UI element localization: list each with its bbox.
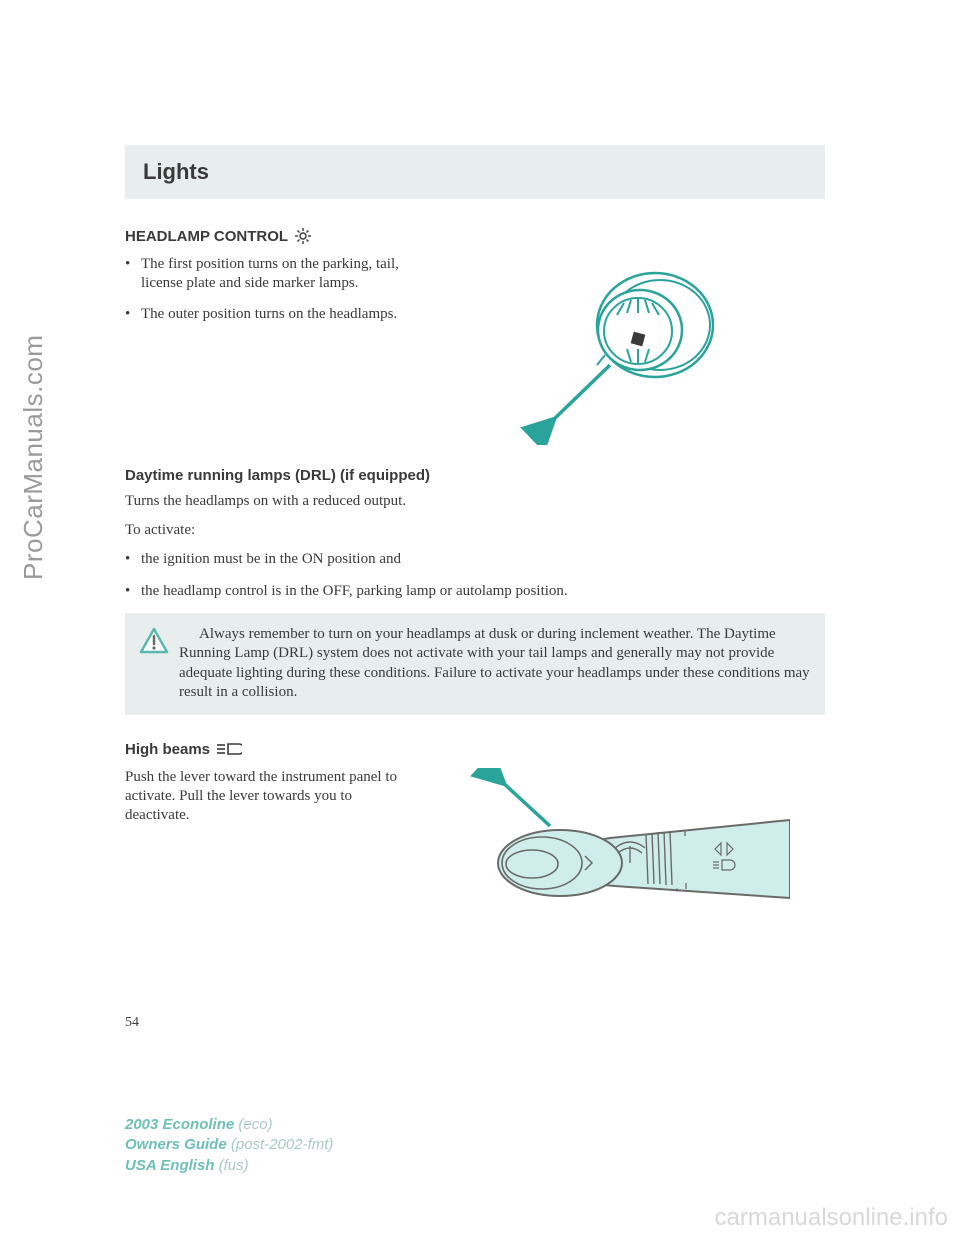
- highbeams-text-col: Push the lever toward the instrument pan…: [125, 768, 415, 938]
- highbeams-text: Push the lever toward the instrument pan…: [125, 768, 415, 826]
- footer-line-2: Owners Guide (post-2002-fmt): [125, 1135, 333, 1155]
- highbeams-image-col: [435, 768, 825, 938]
- footer-line2-ital: (post-2002-fmt): [231, 1136, 334, 1153]
- headlamp-text-col: The first position turns on the parking,…: [125, 255, 415, 445]
- page-number: 54: [125, 1015, 139, 1031]
- footer-line3-ital: (fus): [219, 1157, 249, 1174]
- page-content: Lights HEADLAMP CONTROL The first positi…: [125, 145, 825, 938]
- drl-activate-label: To activate:: [125, 521, 825, 540]
- warning-icon: [139, 627, 169, 655]
- drl-bullet-1: the ignition must be in the ON position …: [125, 550, 825, 569]
- headlamp-bullet-1: The first position turns on the parking,…: [125, 255, 415, 293]
- footer-line-3: USA English (fus): [125, 1156, 333, 1176]
- highbeams-two-col: Push the lever toward the instrument pan…: [125, 768, 825, 938]
- watermark-bottom: carmanualsonline.info: [715, 1204, 948, 1232]
- drl-intro: Turns the headlamps on with a reduced ou…: [125, 492, 825, 511]
- highbeam-lever-illustration: [470, 768, 790, 938]
- section-header: Lights: [125, 145, 825, 199]
- footer-line1-ital: (eco): [238, 1116, 272, 1133]
- parking-lamp-icon: [294, 227, 312, 245]
- watermark-left: ProCarManuals.com: [18, 335, 49, 580]
- headlamp-knob-illustration: [505, 255, 755, 445]
- footer-line3-bold: USA English: [125, 1157, 214, 1174]
- footer-line2-bold: Owners Guide: [125, 1136, 227, 1153]
- drl-title: Daytime running lamps (DRL) (if equipped…: [125, 467, 825, 484]
- headlamp-title: HEADLAMP CONTROL: [125, 228, 288, 245]
- warning-box: Always remember to turn on your headlamp…: [125, 613, 825, 715]
- highbeams-title: High beams: [125, 741, 210, 758]
- headlamp-image-col: [435, 255, 825, 445]
- headlamp-heading-row: HEADLAMP CONTROL: [125, 227, 825, 245]
- drl-bullet-2: the headlamp control is in the OFF, park…: [125, 582, 825, 601]
- footer-line-1: 2003 Econoline (eco): [125, 1115, 333, 1135]
- footer: 2003 Econoline (eco) Owners Guide (post-…: [125, 1115, 333, 1176]
- headlamp-two-col: The first position turns on the parking,…: [125, 255, 825, 445]
- headlamp-bullet-2: The outer position turns on the headlamp…: [125, 305, 415, 324]
- highbeam-icon: [216, 742, 242, 756]
- footer-line1-bold: 2003 Econoline: [125, 1116, 234, 1133]
- warning-text: Always remember to turn on your headlamp…: [179, 625, 811, 703]
- highbeams-heading-row: High beams: [125, 741, 825, 758]
- section-title: Lights: [143, 159, 209, 184]
